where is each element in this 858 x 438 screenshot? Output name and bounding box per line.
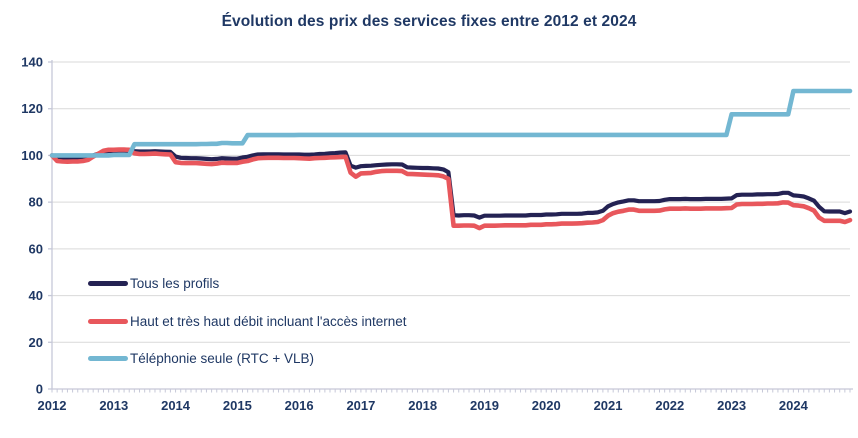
x-axis-label: 2021 <box>594 398 623 413</box>
legend-swatch-navy-line <box>88 281 128 287</box>
x-axis-label: 2012 <box>38 398 67 413</box>
y-axis-label: 140 <box>21 55 43 70</box>
y-axis-label: 100 <box>21 148 43 163</box>
legend-item-telephonie-seule: Téléphonie seule (RTC + VLB) <box>88 340 407 378</box>
x-axis-label: 2022 <box>655 398 684 413</box>
x-axis-label: 2024 <box>779 398 809 413</box>
y-axis-label: 40 <box>29 288 43 303</box>
chart-legend: Tous les profils Haut et très haut débit… <box>88 265 407 378</box>
x-axis-label: 2017 <box>346 398 375 413</box>
legend-item-haut-debit: Haut et très haut débit incluant l'accès… <box>88 303 407 341</box>
x-axis-label: 2015 <box>223 398 252 413</box>
y-axis-label: 0 <box>36 382 43 397</box>
legend-swatch-blue-line <box>88 356 128 362</box>
x-axis-label: 2023 <box>717 398 746 413</box>
chart-title: Évolution des prix des services fixes en… <box>221 13 637 30</box>
y-axis-label: 20 <box>29 335 43 350</box>
y-axis-label: 120 <box>21 101 43 116</box>
y-axis-label: 60 <box>29 241 43 256</box>
legend-item-tous-les-profils: Tous les profils <box>88 265 407 303</box>
line-haut-tres-haut-debit <box>49 147 853 231</box>
x-axis-label: 2020 <box>532 398 561 413</box>
x-axis-label: 2014 <box>161 398 191 413</box>
legend-swatch-red-line <box>88 318 128 324</box>
legend-label: Tous les profils <box>130 276 220 292</box>
line-telephonie-seule <box>49 88 853 158</box>
x-axis-label: 2019 <box>470 398 499 413</box>
x-axis-label: 2018 <box>408 398 437 413</box>
legend-label: Téléphonie seule (RTC + VLB) <box>130 351 314 367</box>
x-axis-label: 2013 <box>99 398 128 413</box>
y-axis-label: 80 <box>29 195 43 210</box>
legend-label: Haut et très haut débit incluant l'accès… <box>130 313 407 329</box>
x-axis-label: 2016 <box>285 398 314 413</box>
